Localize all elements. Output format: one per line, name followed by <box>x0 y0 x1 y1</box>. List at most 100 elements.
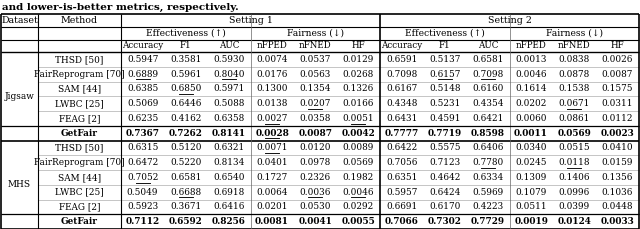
Text: 0.0537: 0.0537 <box>300 55 331 64</box>
Text: 0.6167: 0.6167 <box>386 84 417 93</box>
Text: 0.0013: 0.0013 <box>515 55 547 64</box>
Text: 0.7066: 0.7066 <box>385 217 419 226</box>
Text: 0.5231: 0.5231 <box>429 99 460 108</box>
Text: 0.7729: 0.7729 <box>471 217 505 226</box>
Text: 0.5120: 0.5120 <box>170 143 202 152</box>
Text: 0.4162: 0.4162 <box>170 114 202 123</box>
Text: 0.0311: 0.0311 <box>602 99 633 108</box>
Text: 0.0118: 0.0118 <box>559 158 590 167</box>
Text: 0.0176: 0.0176 <box>257 70 288 79</box>
Text: 0.6591: 0.6591 <box>386 55 417 64</box>
Text: 0.5088: 0.5088 <box>213 99 244 108</box>
Text: Accuracy: Accuracy <box>122 41 163 51</box>
Text: HF: HF <box>611 41 624 51</box>
Text: 0.1300: 0.1300 <box>257 84 288 93</box>
Text: 0.7056: 0.7056 <box>386 158 417 167</box>
Text: 0.6385: 0.6385 <box>127 84 158 93</box>
Text: and lower-is-better metrics, respectively.: and lower-is-better metrics, respectivel… <box>2 3 239 11</box>
Text: 0.0159: 0.0159 <box>602 158 633 167</box>
Text: 0.0340: 0.0340 <box>515 143 547 152</box>
Text: THSD [50]: THSD [50] <box>55 143 104 152</box>
Text: 0.5969: 0.5969 <box>472 188 504 197</box>
Text: 0.0401: 0.0401 <box>256 158 288 167</box>
Text: 0.8256: 0.8256 <box>212 217 246 226</box>
Text: 0.1575: 0.1575 <box>602 84 633 93</box>
Text: 0.6358: 0.6358 <box>213 114 244 123</box>
Text: 0.4354: 0.4354 <box>472 99 504 108</box>
Text: 0.0410: 0.0410 <box>602 143 633 152</box>
Text: 0.1356: 0.1356 <box>602 173 633 182</box>
Text: 0.7052: 0.7052 <box>127 173 158 182</box>
Text: THSD [50]: THSD [50] <box>55 55 104 64</box>
Text: AUC: AUC <box>477 41 498 51</box>
Text: 0.6321: 0.6321 <box>213 143 244 152</box>
Text: 0.6581: 0.6581 <box>170 173 202 182</box>
Text: 0.0996: 0.0996 <box>559 188 590 197</box>
Text: 0.6421: 0.6421 <box>472 114 504 123</box>
Text: Effectiveness (↑): Effectiveness (↑) <box>405 29 484 38</box>
Text: LWBC [25]: LWBC [25] <box>55 188 104 197</box>
Text: 0.6918: 0.6918 <box>213 188 244 197</box>
Text: 0.0268: 0.0268 <box>343 70 374 79</box>
Text: 0.6889: 0.6889 <box>127 70 158 79</box>
Text: 0.4348: 0.4348 <box>386 99 417 108</box>
Text: 0.0138: 0.0138 <box>257 99 288 108</box>
Text: 0.6170: 0.6170 <box>429 202 460 211</box>
Text: 0.0060: 0.0060 <box>515 114 547 123</box>
Text: 0.0071: 0.0071 <box>257 143 288 152</box>
Text: 0.8598: 0.8598 <box>471 129 505 138</box>
Text: Jigsaw: Jigsaw <box>4 92 35 101</box>
Text: 0.5961: 0.5961 <box>170 70 202 79</box>
Text: 0.0838: 0.0838 <box>559 55 590 64</box>
Text: 0.0042: 0.0042 <box>342 129 375 138</box>
Text: 0.7112: 0.7112 <box>125 217 159 226</box>
Text: 0.0112: 0.0112 <box>602 114 633 123</box>
Text: 0.5957: 0.5957 <box>386 188 417 197</box>
Text: 0.4223: 0.4223 <box>472 202 504 211</box>
Text: 0.0028: 0.0028 <box>255 129 289 138</box>
Text: 0.6406: 0.6406 <box>472 143 504 152</box>
Text: 0.0026: 0.0026 <box>602 55 633 64</box>
Text: 0.0046: 0.0046 <box>342 188 374 197</box>
Text: Fairness (↓): Fairness (↓) <box>546 29 603 38</box>
Text: SAM [44]: SAM [44] <box>58 173 101 182</box>
Text: 0.5923: 0.5923 <box>127 202 158 211</box>
Text: FairReprogram [70]: FairReprogram [70] <box>34 158 125 167</box>
Text: nFPED: nFPED <box>257 41 287 51</box>
Text: F1: F1 <box>439 41 451 51</box>
Text: 0.5575: 0.5575 <box>429 143 461 152</box>
Text: 0.0011: 0.0011 <box>514 129 548 138</box>
Text: Method: Method <box>61 16 98 25</box>
Text: 0.6688: 0.6688 <box>170 188 202 197</box>
Text: 0.0861: 0.0861 <box>559 114 590 123</box>
Text: 0.6235: 0.6235 <box>127 114 158 123</box>
Text: 0.6334: 0.6334 <box>472 173 504 182</box>
Text: 0.0064: 0.0064 <box>257 188 288 197</box>
Text: 0.0448: 0.0448 <box>602 202 633 211</box>
Text: 0.0055: 0.0055 <box>342 217 375 226</box>
Text: 0.1354: 0.1354 <box>300 84 331 93</box>
Text: Dataset: Dataset <box>1 16 38 25</box>
Text: 0.0978: 0.0978 <box>300 158 331 167</box>
Text: 0.3671: 0.3671 <box>170 202 202 211</box>
Text: 0.6160: 0.6160 <box>472 84 504 93</box>
Text: nFPED: nFPED <box>516 41 547 51</box>
Text: 0.7302: 0.7302 <box>428 217 461 226</box>
Text: 0.0511: 0.0511 <box>515 202 547 211</box>
Text: 0.6422: 0.6422 <box>386 143 417 152</box>
Text: 0.0087: 0.0087 <box>298 129 332 138</box>
Text: 0.0120: 0.0120 <box>300 143 331 152</box>
Text: 0.7777: 0.7777 <box>385 129 419 138</box>
Text: 0.6424: 0.6424 <box>429 188 460 197</box>
Text: 0.6592: 0.6592 <box>169 217 203 226</box>
Text: SAM [44]: SAM [44] <box>58 84 101 93</box>
Text: 0.0207: 0.0207 <box>300 99 331 108</box>
Text: 0.0563: 0.0563 <box>300 70 331 79</box>
Text: nFNED: nFNED <box>558 41 591 51</box>
Text: 0.6540: 0.6540 <box>213 173 244 182</box>
Text: 0.5049: 0.5049 <box>127 188 158 197</box>
Text: 0.0081: 0.0081 <box>255 217 289 226</box>
Text: 0.6472: 0.6472 <box>127 158 158 167</box>
Text: 0.6446: 0.6446 <box>170 99 202 108</box>
Text: 0.0292: 0.0292 <box>343 202 374 211</box>
